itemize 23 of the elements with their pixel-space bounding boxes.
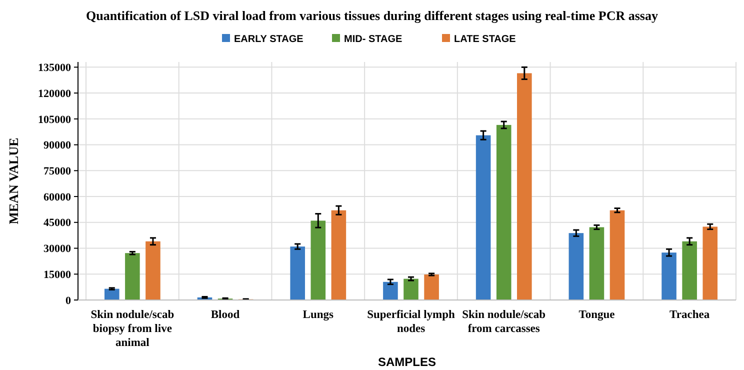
y-tick-label: 30000 — [44, 243, 72, 256]
y-tick-label: 45000 — [44, 217, 72, 230]
legend-label: MID- STAGE — [344, 34, 402, 45]
y-tick-label: 75000 — [44, 166, 72, 178]
legend-label: EARLY STAGE — [234, 34, 304, 45]
legend-label: LATE STAGE — [454, 34, 516, 45]
y-tick-label: 120000 — [38, 88, 72, 100]
x-tick-label: Superficial lymph nodes — [367, 309, 456, 335]
x-tick-label: Tongue — [578, 309, 615, 321]
y-tick-label: 105000 — [38, 114, 72, 126]
y-tick-label: 0 — [66, 294, 72, 307]
y-axis-title: MEAN VALUE — [6, 138, 21, 224]
chart-title: Quantification of LSD viral load from various tissues during different stages using real-time PCR assay — [86, 8, 658, 23]
x-axis-title: SAMPLES — [378, 355, 436, 369]
y-tick-label: 15000 — [44, 268, 72, 281]
y-tick-label: 135000 — [38, 62, 72, 74]
x-tick-label: Skin nodule/scab biopsy from live animal — [90, 309, 174, 349]
y-tick-label: 60000 — [44, 191, 72, 204]
x-tick-label: Trachea — [670, 309, 710, 321]
y-tick-label: 90000 — [44, 140, 72, 152]
x-tick-label: Skin nodule/scab from carcasses — [462, 309, 546, 335]
x-tick-label: Blood — [210, 309, 240, 321]
x-tick-label: Lungs — [302, 309, 334, 321]
